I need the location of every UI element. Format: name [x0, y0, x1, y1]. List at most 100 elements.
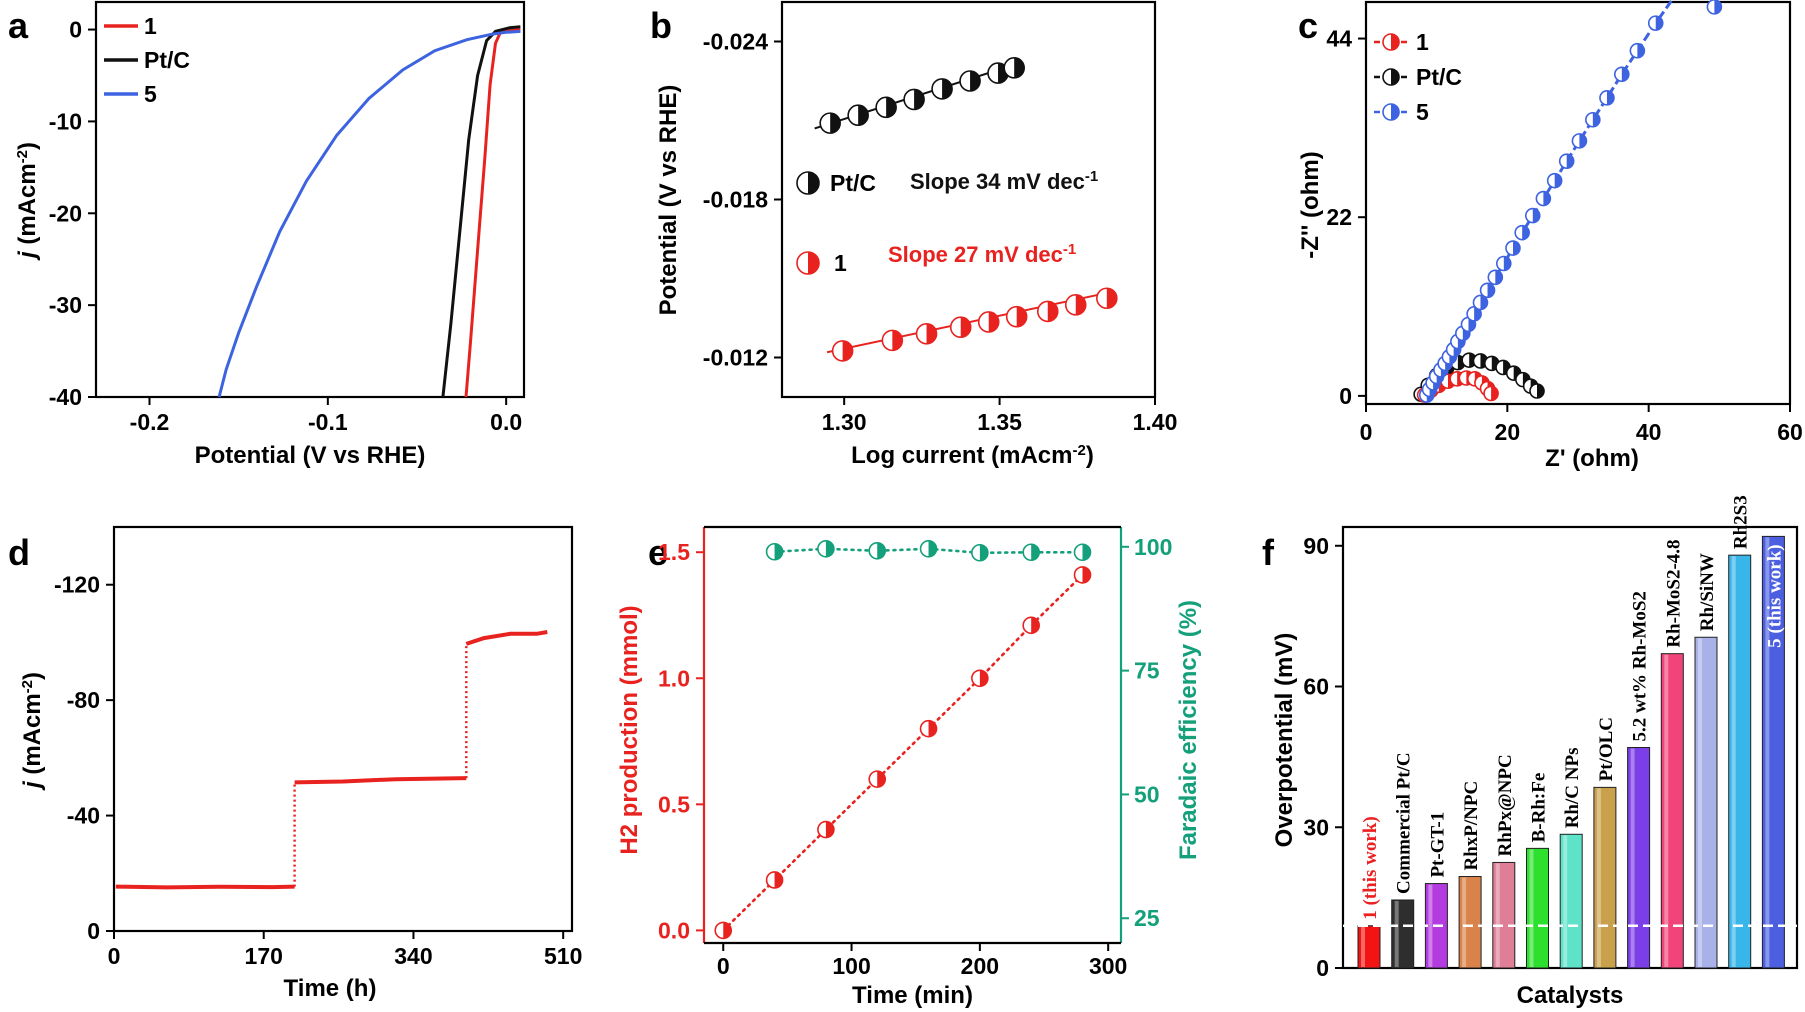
- data-point-left: [919, 719, 938, 738]
- legend-label: 1: [834, 250, 847, 276]
- series-line-plateau-1: [115, 884, 295, 890]
- data-point-right: [868, 541, 887, 560]
- x-axis-label: Time (min): [852, 982, 973, 1009]
- text-part: -2: [19, 680, 36, 693]
- data-point-1: [1064, 294, 1087, 316]
- data-point-right: [919, 539, 938, 558]
- data-point-1: [1036, 300, 1059, 323]
- bar: [1357, 925, 1381, 969]
- data-point-5: [1706, 0, 1723, 15]
- bar-highlight: [1394, 900, 1399, 967]
- y-tick-label: 0: [1316, 955, 1329, 981]
- bar-group: Rh/C NPs: [1559, 748, 1583, 969]
- legend-marker: [1382, 103, 1400, 121]
- x-tick-label: 0: [108, 943, 121, 969]
- bar: [1660, 653, 1684, 969]
- panel-label: d: [8, 532, 30, 573]
- text-part: Slope 27 mV dec: [888, 242, 1063, 267]
- marker-half: [1480, 295, 1488, 310]
- bar-highlight: [1563, 835, 1568, 967]
- plot-frame: [780, 0, 1157, 399]
- x-tick-label: 1.40: [1133, 409, 1178, 435]
- y-tick-label: -0.024: [703, 29, 768, 55]
- marker-half: [970, 71, 981, 91]
- y-tick-label-right: 50: [1134, 781, 1160, 807]
- data-point-5: [1599, 90, 1615, 106]
- bar-highlight: [1731, 556, 1736, 967]
- bar-highlight: [1698, 638, 1702, 967]
- bar: [1761, 535, 1785, 969]
- data-point-1: [881, 329, 904, 352]
- marker-half: [877, 542, 886, 559]
- bar-group: B-Rh:Fe: [1526, 773, 1550, 969]
- y-tick-label-left: 0.5: [658, 791, 690, 817]
- marker-half: [928, 720, 937, 737]
- marker-half: [825, 821, 834, 838]
- text-part: Log current (mAcm: [851, 442, 1072, 469]
- bar-label: Pt/OLC: [1596, 717, 1617, 781]
- bar: [1694, 636, 1718, 969]
- x-tick-label: 200: [961, 953, 999, 979]
- x-tick-label: 0: [1360, 419, 1373, 445]
- text-part: (mAcm: [19, 693, 46, 781]
- bar-label: 1 (this work): [1360, 816, 1381, 919]
- marker-half: [1495, 270, 1503, 285]
- text-part: -2: [1073, 442, 1086, 459]
- data-point-5: [1472, 294, 1489, 311]
- marker-half: [1014, 57, 1025, 78]
- data-point-5: [1585, 111, 1601, 128]
- y-tick-label-right: 100: [1134, 534, 1172, 560]
- bar-group: Commercial Pt/C: [1391, 752, 1415, 969]
- y-tick-label: 0: [69, 17, 82, 43]
- y-tick-label: -10: [49, 108, 82, 134]
- data-point-1: [1005, 305, 1028, 328]
- marker-half: [1075, 294, 1086, 315]
- bar-label: B-Rh:Fe: [1529, 773, 1550, 843]
- y-tick-label: 44: [1326, 26, 1352, 52]
- marker-half: [960, 317, 971, 338]
- bar-highlight: [1664, 654, 1669, 967]
- x-tick-label: 1.35: [977, 409, 1022, 435]
- text-part: -2: [14, 150, 31, 163]
- bar-group: 1 (this work): [1357, 816, 1381, 969]
- series-line-Pt/C: [441, 25, 521, 398]
- marker-half: [892, 330, 903, 351]
- y-tick-label: 0: [87, 918, 100, 944]
- bar-label: RhxP/NPC: [1461, 781, 1482, 871]
- panel-label: c: [1298, 5, 1318, 46]
- marker-half: [928, 540, 937, 557]
- legend-label: Pt/C: [144, 47, 190, 73]
- marker-half: [1487, 283, 1495, 298]
- x-tick-label: 40: [1636, 419, 1662, 445]
- data-point-5: [1535, 190, 1552, 207]
- marker-half: [808, 172, 819, 194]
- marker-half: [1543, 191, 1551, 206]
- bar-group: Pt-GT-1: [1424, 812, 1448, 969]
- data-point-1: [1096, 287, 1118, 310]
- marker-half: [877, 771, 886, 788]
- bar-group: RhxP/NPC: [1458, 781, 1482, 969]
- marker-half: [979, 670, 988, 687]
- data-point-5: [1505, 240, 1521, 256]
- marker-half: [1606, 90, 1614, 105]
- y-tick-label-left: 0.0: [658, 917, 690, 943]
- data-point-right: [971, 543, 989, 562]
- x-tick-label: -0.1: [308, 409, 348, 435]
- marker-half: [1491, 386, 1499, 401]
- data-point-5: [1571, 133, 1588, 149]
- y-tick-label: -40: [67, 803, 100, 829]
- y-tick-label-right: 25: [1134, 905, 1160, 931]
- bar-group: Rh2S3: [1728, 495, 1752, 969]
- text-part: ): [14, 142, 41, 150]
- y-tick-label: 0: [1339, 383, 1352, 409]
- data-point-1: [831, 340, 854, 362]
- bar-label: RhPx@NPC: [1495, 754, 1516, 856]
- data-point-Pt/C: [903, 88, 925, 111]
- data-point-right: [765, 542, 784, 561]
- plot-frame: [112, 525, 574, 933]
- data-point-left: [1073, 566, 1092, 584]
- text-part: ): [1086, 442, 1094, 469]
- text-part: -1: [1063, 241, 1076, 258]
- y-tick-label: -80: [67, 687, 100, 713]
